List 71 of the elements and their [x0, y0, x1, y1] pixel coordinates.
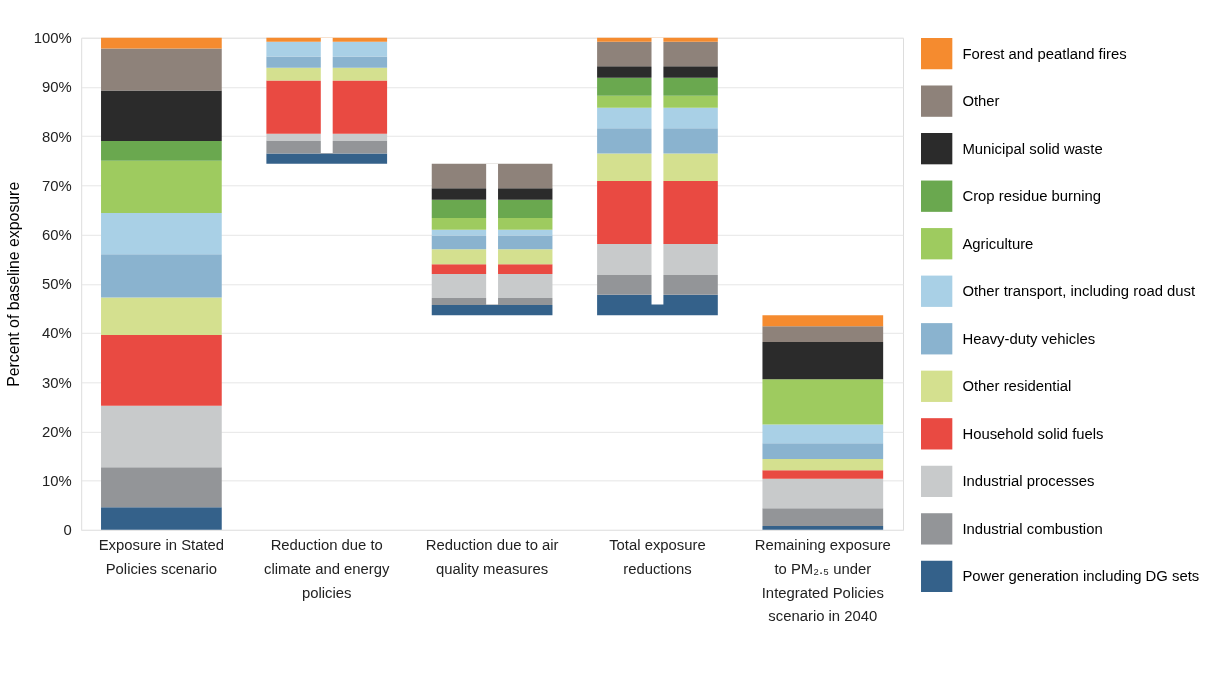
x-tick-label: Exposure in Stated Policies scenario	[98, 537, 225, 577]
bar	[101, 212, 222, 255]
bar	[762, 478, 884, 509]
y-tick-label: 0	[63, 522, 72, 539]
y-tick-label: 50%	[42, 276, 72, 293]
bar	[762, 508, 884, 526]
bar	[101, 90, 222, 142]
legend-label: Industrial processes	[962, 473, 1095, 490]
legend-label: Industrial combustion	[962, 520, 1103, 537]
bar	[101, 160, 222, 213]
bar	[597, 128, 718, 154]
legend-label: Other residential	[962, 378, 1072, 395]
bar	[101, 507, 222, 530]
y-tick-label: 60%	[42, 227, 72, 244]
bar	[431, 217, 553, 230]
bar	[597, 294, 718, 316]
bar	[431, 229, 553, 236]
legend-label: Other	[962, 93, 1000, 110]
bar	[762, 424, 884, 444]
bar	[266, 37, 388, 42]
bar	[762, 379, 884, 425]
bar	[597, 274, 718, 295]
bar	[762, 443, 884, 460]
bar	[762, 459, 884, 471]
bar	[762, 315, 884, 327]
y-tick-label: 10%	[42, 473, 72, 490]
bar	[266, 67, 388, 81]
bar	[266, 133, 388, 141]
bar	[101, 405, 222, 468]
bar	[101, 297, 222, 335]
y-axis-title: Percent of baseline exposure	[4, 181, 22, 387]
bar	[101, 37, 222, 49]
bar	[101, 335, 222, 406]
y-tick-label: 90%	[42, 79, 72, 96]
bar	[431, 264, 553, 274]
bar	[101, 467, 222, 508]
legend-label: Household solid fuels	[962, 425, 1104, 442]
x-tick-label: Total exposure reductions	[609, 537, 706, 577]
y-tick-label: 100%	[33, 30, 72, 47]
y-tick-label: 70%	[42, 177, 72, 194]
bar	[597, 66, 718, 78]
bar	[762, 525, 884, 530]
x-tick-label: Reduction due to air quality measures	[425, 537, 559, 577]
legend-label: Heavy-duty vehicles	[962, 330, 1096, 347]
bar	[101, 48, 222, 91]
bar	[266, 153, 388, 164]
y-tick-label: 80%	[42, 128, 72, 145]
bar	[101, 254, 222, 298]
bar	[431, 298, 553, 305]
bar	[597, 180, 718, 244]
bar	[762, 341, 884, 380]
y-tick-label: 30%	[42, 374, 72, 391]
bar	[431, 249, 553, 265]
x-tick-label: Reduction due to climate and energy policies	[264, 537, 391, 601]
bar	[431, 304, 553, 316]
bar	[597, 77, 718, 96]
bar	[597, 243, 718, 275]
legend-label: Forest and peatland fires	[962, 45, 1127, 62]
y-tick-label: 20%	[42, 423, 72, 440]
legend-label: Crop residue burning	[962, 188, 1102, 205]
bar	[597, 153, 718, 181]
bar	[597, 95, 718, 108]
bar	[762, 326, 884, 342]
legend-label: Power generation including DG sets	[962, 568, 1200, 585]
y-tick-label: 40%	[42, 325, 72, 342]
x-tick-label: Remaining exposure to PM₂.₅ under Integrated Policies scenario in 2040	[754, 537, 891, 625]
legend-label: Agriculture	[962, 235, 1034, 252]
legend-label: Municipal solid waste	[962, 140, 1103, 157]
bar	[101, 141, 222, 161]
legend-label: Other transport, including road dust	[962, 283, 1196, 300]
bar	[762, 470, 884, 479]
